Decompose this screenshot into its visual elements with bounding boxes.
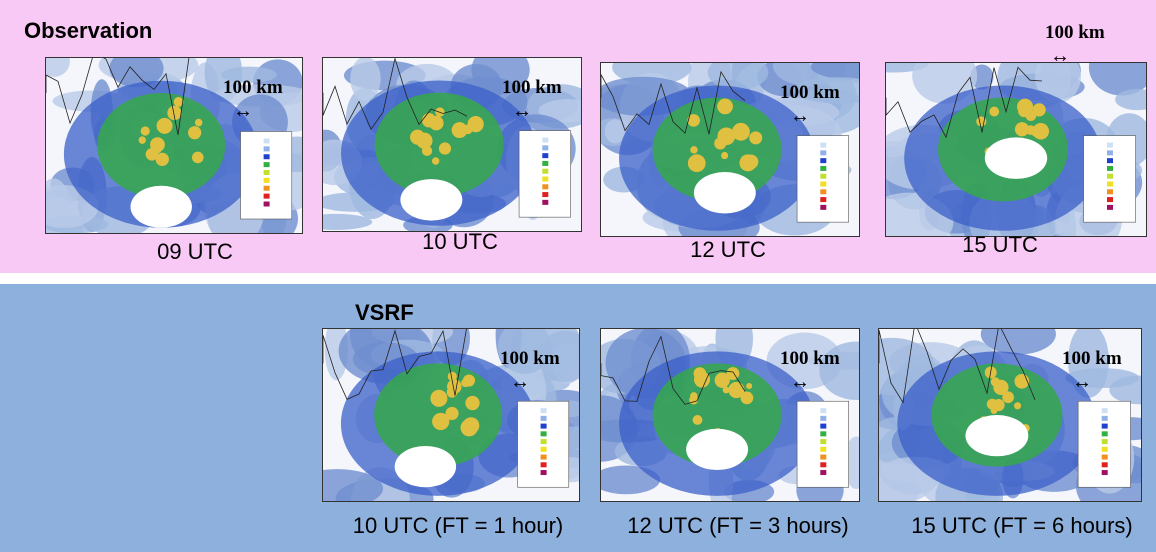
observation-title: Observation — [24, 18, 152, 44]
scale-label: 100 km — [500, 348, 560, 370]
scale-label: 100 km — [780, 82, 840, 104]
scale-arrow: ↔ — [512, 101, 532, 121]
scale-arrow: ↔ — [233, 101, 253, 121]
caption: 09 UTC — [157, 239, 233, 265]
caption: 12 UTC — [690, 237, 766, 263]
scale-label: 100 km — [223, 77, 283, 99]
radar-image — [885, 62, 1147, 237]
scale-label: 100 km — [502, 77, 562, 99]
scale-label: 100 km — [780, 348, 840, 370]
caption: 12 UTC (FT = 3 hours) — [627, 513, 849, 539]
caption: 15 UTC (FT = 6 hours) — [911, 513, 1133, 539]
caption: 15 UTC — [962, 232, 1038, 258]
scale-arrow: ↔ — [510, 372, 530, 392]
vsrf-title: VSRF — [355, 300, 414, 326]
figure: Observation VSRF 100 km↔09 UTC100 km↔10 … — [0, 0, 1156, 552]
caption: 10 UTC — [422, 229, 498, 255]
scale-arrow: ↔ — [790, 372, 810, 392]
scale-arrow: ↔ — [1050, 46, 1070, 66]
scale-label: 100 km — [1062, 348, 1122, 370]
scale-label: 100 km — [1045, 22, 1105, 44]
caption: 10 UTC (FT = 1 hour) — [353, 513, 564, 539]
scale-arrow: ↔ — [790, 106, 810, 126]
scale-arrow: ↔ — [1072, 372, 1092, 392]
